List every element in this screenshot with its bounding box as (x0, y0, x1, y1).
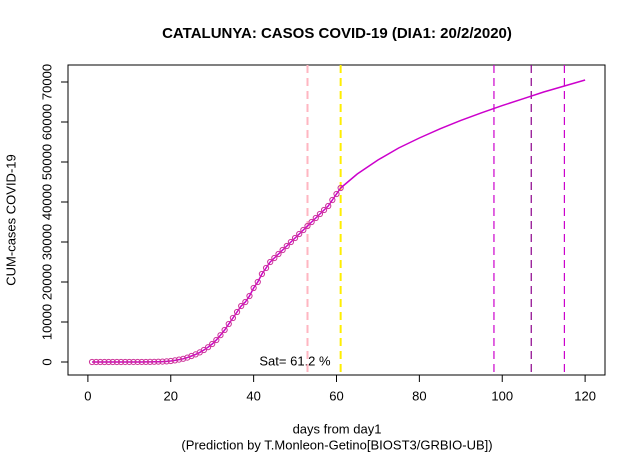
x-tick-label: 20 (164, 388, 178, 403)
data-point (146, 358, 154, 365)
data-point (134, 358, 141, 366)
data-point (200, 346, 208, 354)
data-point (105, 358, 112, 366)
data-point (262, 264, 270, 272)
x-tick-label: 40 (246, 388, 260, 403)
annotation: Sat= 61.2 % (259, 353, 331, 368)
data-point (254, 278, 261, 286)
data-point (163, 358, 170, 365)
data-point (175, 356, 183, 363)
data-point (101, 358, 108, 366)
y-tick-label: 50000 (39, 144, 54, 180)
x-tick-label: 120 (574, 388, 596, 403)
data-point (130, 358, 137, 366)
data-point (287, 238, 295, 246)
data-point (171, 357, 179, 364)
data-point (155, 358, 162, 365)
data-point (167, 357, 174, 365)
series-line (340, 79, 586, 189)
y-tick-label: 70000 (39, 64, 54, 100)
data-point (180, 355, 187, 362)
y-tick-label: 20000 (39, 264, 54, 300)
y-axis-label: CUM-cases COVID-19 (3, 154, 18, 285)
data-point (246, 292, 253, 300)
data-point (184, 354, 191, 361)
chart-title: CATALUNYA: CASOS COVID-19 (DIA1: 20/2/20… (162, 25, 512, 42)
data-point (229, 314, 237, 322)
data-point (312, 214, 319, 222)
data-point (188, 352, 195, 360)
data-point (308, 218, 315, 226)
plot-frame (67, 64, 606, 376)
data-point (238, 302, 245, 310)
data-point (275, 250, 282, 258)
caption: (Prediction by T.Monleon-Getino[BIOST3/G… (181, 437, 492, 452)
data-point (213, 336, 220, 344)
data-point (283, 242, 290, 250)
data-point (271, 254, 278, 262)
y-tick-label: 30000 (39, 224, 54, 260)
data-point (109, 358, 116, 366)
data-point (204, 344, 212, 351)
x-tick-label: 100 (491, 388, 513, 403)
data-point (242, 298, 249, 306)
data-point (267, 258, 274, 266)
x-tick-label: 0 (84, 388, 91, 403)
data-point (151, 358, 158, 365)
x-tick-label: 80 (412, 388, 426, 403)
data-point (296, 230, 303, 238)
data-point (279, 246, 286, 254)
data-point (291, 234, 299, 242)
data-point (217, 332, 224, 339)
data-point (325, 202, 332, 210)
x-axis-label: days from day1 (293, 421, 382, 436)
data-point (97, 358, 104, 366)
data-point (113, 358, 120, 366)
y-tick-label: 40000 (39, 184, 54, 220)
data-point (126, 358, 133, 366)
data-point (225, 320, 232, 328)
data-point (142, 358, 149, 366)
series-line (92, 187, 342, 363)
data-point (88, 358, 96, 366)
data-point (329, 196, 336, 204)
data-point (159, 358, 166, 365)
y-tick-label: 10000 (39, 304, 54, 340)
data-point (221, 326, 228, 334)
y-tick-label: 0 (39, 358, 54, 365)
y-tick-label: 60000 (39, 104, 54, 140)
data-point (117, 358, 125, 366)
data-point (300, 226, 307, 234)
data-point (333, 190, 340, 198)
data-point (250, 284, 257, 292)
x-tick-label: 60 (329, 388, 343, 403)
data-point (316, 210, 324, 218)
data-point (320, 206, 328, 214)
data-point (93, 358, 100, 366)
data-point (337, 184, 344, 192)
data-point (304, 222, 311, 230)
data-point (233, 308, 241, 316)
data-point (138, 358, 145, 366)
data-point (122, 358, 129, 366)
data-point (209, 340, 216, 348)
data-point (258, 270, 266, 278)
